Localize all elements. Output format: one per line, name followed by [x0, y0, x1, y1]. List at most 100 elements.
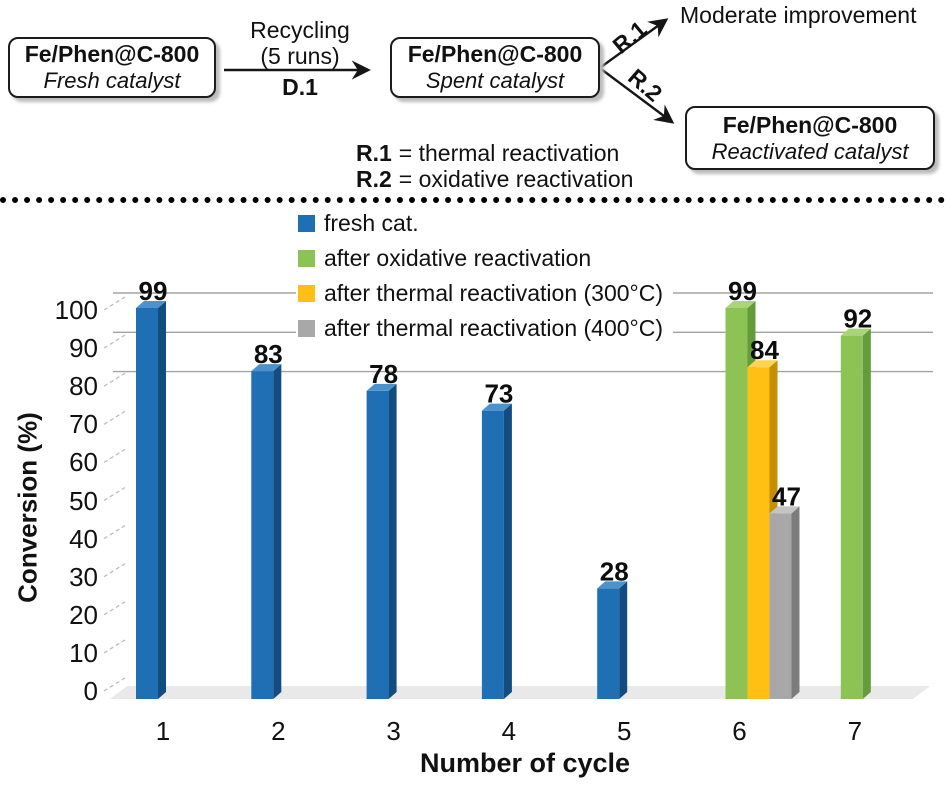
x-tick-5: 5: [616, 716, 632, 746]
y-tick-30: 30: [69, 561, 98, 592]
bar-cycle4-series0: [481, 410, 504, 699]
spent-catalyst-box: Fe/Phen@C-800 Spent catalyst: [390, 37, 600, 98]
bar-value-label-cycle5: 28: [600, 556, 629, 586]
bar-side: [503, 403, 512, 699]
chart-legend: fresh cat. after oxidative reactivation …: [296, 204, 674, 348]
bar-value-label-cycle6: 47: [772, 481, 801, 511]
legend-item-oxidative: after oxidative reactivation: [298, 241, 663, 276]
bar-side: [619, 581, 628, 699]
bar-top: [136, 300, 166, 308]
depth-tick-90: [103, 334, 126, 349]
depth-tick-100: [103, 296, 126, 311]
fresh-catalyst-box: Fe/Phen@C-800 Fresh catalyst: [8, 37, 216, 98]
bar-value-label-cycle1: 99: [139, 276, 168, 306]
bar-value-label-cycle7: 92: [843, 304, 872, 334]
x-tick-6: 6: [732, 716, 747, 746]
reactivated-catalyst-title: Fe/Phen@C-800: [722, 111, 898, 138]
bar-cycle5-series0: [597, 588, 620, 699]
bar-top: [769, 506, 800, 514]
bar-top: [597, 581, 628, 589]
legend-item-thermal-300: after thermal reactivation (300°C): [298, 276, 663, 311]
r1-term: R.1: [356, 140, 392, 166]
y-tick-40: 40: [69, 523, 98, 554]
reactivated-catalyst-box: Fe/Phen@C-800 Reactivated catalyst: [685, 106, 935, 170]
y-tick-70: 70: [69, 409, 98, 440]
depth-tick-30: [103, 563, 126, 578]
bar-top: [481, 403, 512, 411]
bar-cycle1-series0: [136, 307, 158, 699]
r1-definition: R.1 = thermal reactivation: [356, 140, 633, 166]
bar-side: [862, 328, 871, 699]
bar-cycle6-series3: [769, 513, 792, 699]
bar-top: [366, 383, 397, 391]
bar-top: [747, 360, 778, 368]
bar-top: [725, 300, 756, 308]
legend-label: after thermal reactivation (300°C): [324, 280, 664, 306]
reactivation-definitions: R.1 = thermal reactivation R.2 = oxidati…: [356, 140, 633, 192]
depth-tick-50: [103, 486, 126, 502]
depth-tick-60: [103, 448, 126, 463]
recycling-label: Recycling: [250, 17, 350, 43]
x-tick-4: 4: [501, 716, 517, 746]
y-tick-80: 80: [69, 371, 98, 402]
bar-value-label-cycle4: 73: [484, 379, 513, 409]
y-tick-50: 50: [69, 485, 98, 516]
reactivated-catalyst-subtitle: Reactivated catalyst: [711, 138, 909, 164]
bar-cycle3-series0: [366, 390, 389, 699]
x-tick-1: 1: [155, 716, 171, 746]
r1-definition-text: = thermal reactivation: [398, 140, 620, 166]
bar-side: [158, 300, 166, 699]
y-tick-60: 60: [69, 447, 98, 478]
fresh-catalyst-subtitle: Fresh catalyst: [43, 68, 181, 93]
legend-swatch-yellow: [298, 285, 315, 302]
spent-catalyst-subtitle: Spent catalyst: [425, 68, 565, 93]
legend-item-fresh: fresh cat.: [298, 206, 663, 241]
y-tick-100: 100: [54, 295, 98, 325]
bar-cycle7-series1: [840, 335, 863, 699]
r2-term: R.2: [356, 166, 392, 192]
bar-value-label-cycle2: 83: [254, 339, 283, 369]
r2-definition: R.2 = oxidative reactivation: [356, 166, 633, 192]
bar-cycle6-series2: [747, 367, 770, 699]
bar-side: [388, 383, 397, 699]
depth-tick-80: [103, 372, 126, 387]
depth-tick-20: [103, 601, 126, 616]
bar-chart: 99 83 78 73 28 99 92 84 47: [103, 276, 933, 699]
dotted-divider: [0, 197, 945, 203]
bar-side: [273, 364, 282, 699]
moderate-improvement-text: Moderate improvement: [680, 2, 917, 28]
x-tick-2: 2: [271, 716, 286, 746]
legend-swatch-blue: [298, 215, 315, 232]
x-tick-3: 3: [386, 716, 401, 746]
depth-tick-10: [103, 639, 126, 654]
chart-floor: [110, 686, 930, 699]
bar-value-label-cycle6: 99: [728, 276, 757, 306]
bar-top: [840, 328, 871, 336]
x-axis-title: Number of cycle: [419, 748, 631, 778]
legend-label: after oxidative reactivation: [324, 245, 592, 271]
recycling-runs-label: (5 runs): [260, 43, 340, 69]
legend-label: fresh cat.: [324, 210, 419, 236]
spent-catalyst-title: Fe/Phen@C-800: [407, 41, 583, 67]
y-tick-20: 20: [69, 599, 98, 630]
bar-top: [251, 364, 282, 372]
r1-arrow: [600, 18, 669, 68]
y-tick-90: 90: [69, 333, 98, 364]
y-tick-10: 10: [69, 637, 98, 668]
fresh-catalyst-title: Fe/Phen@C-800: [24, 41, 200, 67]
depth-tick-40: [103, 525, 126, 540]
d1-label: D.1: [282, 74, 318, 100]
bar-value-label-cycle6: 84: [750, 335, 779, 365]
bar-value-label-cycle3: 78: [369, 359, 398, 389]
legend-swatch-gray: [298, 320, 315, 337]
bar-cycle6-series1: [725, 307, 748, 699]
legend-swatch-green: [298, 250, 315, 267]
legend-item-thermal-400: after thermal reactivation (400°C): [298, 311, 663, 346]
bar-side: [791, 506, 800, 699]
r2-arrow: [600, 68, 675, 124]
depth-tick-70: [103, 410, 126, 425]
bar-cycle2-series0: [251, 371, 274, 699]
x-tick-7: 7: [847, 716, 863, 746]
y-tick-0: 0: [83, 676, 98, 706]
